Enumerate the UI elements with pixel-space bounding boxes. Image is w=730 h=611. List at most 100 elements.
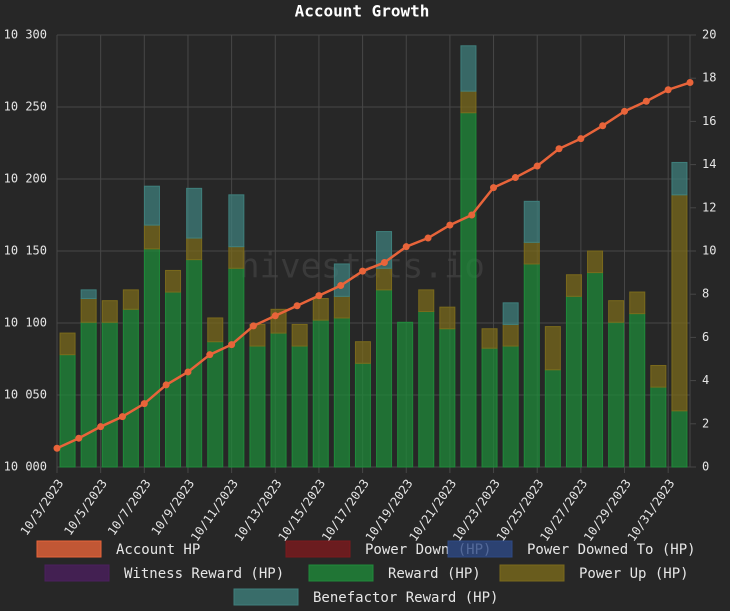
point [293,302,301,310]
line [56,81,691,450]
point [337,282,345,290]
bar [481,328,498,349]
bar [502,302,519,325]
bar [207,341,224,468]
legend-swatch [447,540,513,558]
legend-label: Reward (HP) [388,566,481,582]
y-tick-label: 10 050 [4,388,47,402]
bar [291,345,308,468]
point [315,292,323,300]
bar [249,345,266,468]
bar [228,194,245,248]
bar [333,295,350,319]
bar [122,308,139,468]
bar [122,289,139,310]
y2-tick-label: 4 [702,373,709,387]
point [380,259,388,267]
bar [312,298,329,321]
bar [460,45,477,92]
bar [418,310,435,468]
y-tick-label: 10 150 [4,244,47,258]
point [621,107,629,115]
point [511,174,519,182]
point [555,145,563,153]
legend-swatch [36,540,102,558]
y2-tick-label: 20 [702,28,716,42]
bar [523,200,540,243]
bar [523,263,540,468]
bar [270,332,287,468]
bar [671,194,688,412]
y2-tick-label: 6 [702,330,709,344]
watermark: hivestats.io [239,247,485,287]
bar [418,289,435,312]
bar [629,291,646,315]
point [533,162,541,170]
bar [397,321,414,468]
bar [671,410,688,468]
y-tick-label: 10 300 [4,28,47,42]
bar [165,269,182,293]
point [162,381,170,389]
bar [671,161,688,196]
legend-swatch [499,564,565,582]
bar [101,300,118,323]
point [228,341,236,349]
point [249,322,257,330]
point [97,423,105,431]
point [642,97,650,105]
bar [59,332,76,356]
bar [629,313,646,468]
bar [143,224,160,250]
legend-label: Power Up (HP) [579,566,689,582]
bar [650,364,667,388]
point [424,234,432,242]
bar [80,298,97,323]
bar [608,321,625,468]
y-tick-label: 10 100 [4,316,47,330]
point [184,368,192,376]
bar [207,317,224,343]
y2-tick-label: 0 [702,460,709,474]
y-tick-label: 10 250 [4,100,47,114]
bar [650,386,667,468]
y-tick-label: 10 000 [4,460,47,474]
legend-label: Account HP [116,542,200,558]
bar [312,319,329,468]
bar [481,347,498,468]
y-tick-label: 10 200 [4,172,47,186]
legend-label: Witness Reward (HP) [124,566,284,582]
bar [544,326,561,371]
bar [354,362,371,468]
point [599,122,607,130]
bar [376,289,393,468]
bar [523,241,540,265]
bar [354,341,371,364]
y2-tick-label: 16 [702,114,716,128]
bar [587,272,604,468]
bar [101,321,118,468]
bar [59,354,76,468]
bar [608,300,625,323]
bar [587,250,604,274]
y2-tick-label: 12 [702,200,716,214]
bar [80,289,97,300]
y2-tick-label: 18 [702,71,716,85]
bar [502,323,519,347]
point [686,79,694,87]
point [402,243,410,251]
point [206,351,214,359]
chart-title: Account Growth [295,2,430,21]
legend-swatch [308,564,374,582]
bar [565,295,582,468]
bar [460,90,477,114]
bar [291,323,308,347]
y2-tick-label: 8 [702,287,709,301]
bar [439,328,456,468]
bar [80,321,97,468]
bar [502,345,519,468]
legend-label: Power Downed To (HP) [527,542,696,558]
bar [186,187,203,239]
bar [228,246,245,269]
bar [439,306,456,330]
